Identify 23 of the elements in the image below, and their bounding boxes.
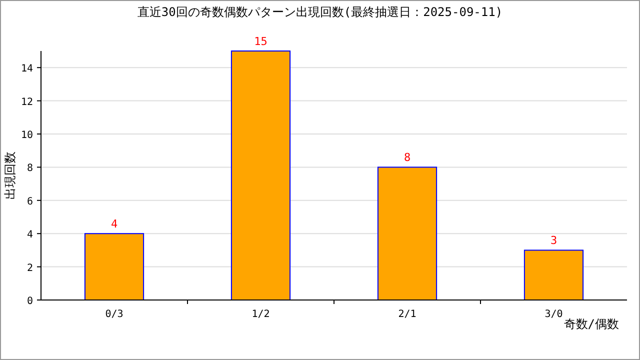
x-tick-label: 0/3 [105, 309, 124, 320]
x-tick-label: 2/1 [398, 309, 416, 320]
chart-title: 直近30回の奇数偶数パターン出現回数(最終抽選日：2025-09-11) [137, 5, 503, 19]
y-tick-label: 0 [26, 296, 33, 307]
x-axis-title: 奇数/偶数 [564, 317, 619, 331]
y-tick-label: 10 [20, 130, 33, 141]
y-tick-label: 8 [26, 163, 33, 174]
data-label: 3 [550, 234, 558, 248]
y-axis-title: 出現回数 [3, 152, 17, 200]
data-label: 4 [110, 218, 118, 231]
y-tick-label: 4 [26, 230, 33, 241]
y-tick-label: 2 [26, 262, 33, 274]
bar [84, 233, 144, 300]
bar [377, 166, 438, 300]
bar [230, 50, 291, 300]
x-tick-label: 3/0 [544, 309, 563, 320]
y-tick-label: 6 [26, 196, 33, 208]
y-tick-label: 14 [20, 64, 33, 75]
x-tick-label: 1/2 [252, 309, 270, 320]
data-label: 15 [254, 35, 268, 48]
y-tick-label: 12 [20, 96, 33, 108]
bar [524, 250, 584, 300]
data-label: 8 [404, 151, 411, 164]
